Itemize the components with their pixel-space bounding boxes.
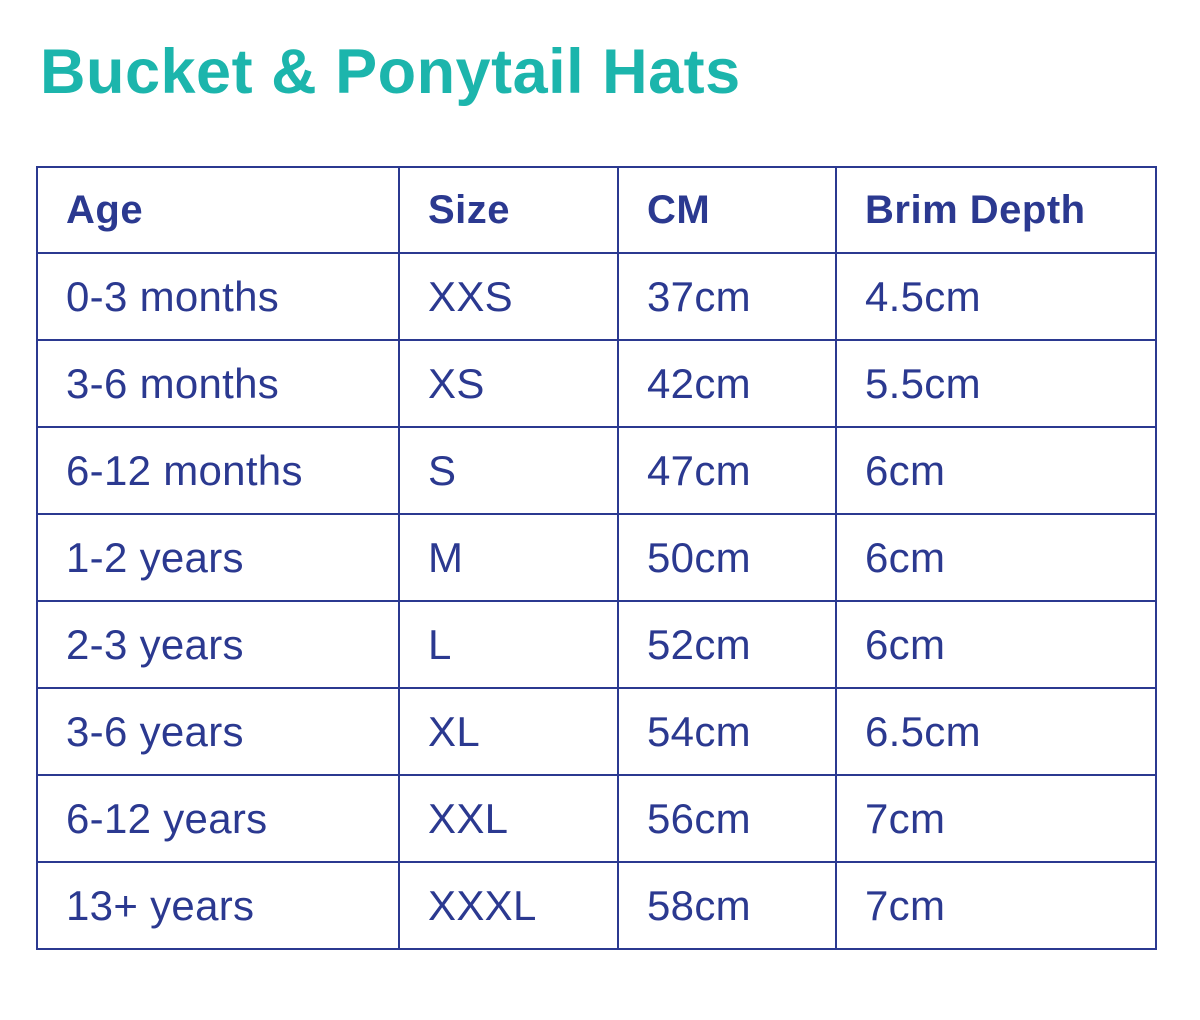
- table-header: Age Size CM Brim Depth: [36, 166, 1157, 255]
- cell-size: XXL: [398, 774, 619, 864]
- cell-size: XS: [398, 339, 619, 429]
- cell-cm: 58cm: [617, 861, 837, 951]
- table-row: 2-3 years L 52cm 6cm: [36, 600, 1157, 690]
- cell-size: XXXL: [398, 861, 619, 951]
- page-title: Bucket & Ponytail Hats: [40, 37, 741, 107]
- table-row: 3-6 months XS 42cm 5.5cm: [36, 339, 1157, 429]
- header-size: Size: [398, 166, 619, 255]
- cell-age: 3-6 months: [36, 339, 400, 429]
- cell-age: 6-12 years: [36, 774, 400, 864]
- header-age: Age: [36, 166, 400, 255]
- cell-brim-depth: 6cm: [835, 600, 1157, 690]
- cell-brim-depth: 6.5cm: [835, 687, 1157, 777]
- cell-size: S: [398, 426, 619, 516]
- header-row: Age Size CM Brim Depth: [36, 166, 1157, 255]
- cell-size: XXS: [398, 252, 619, 342]
- cell-brim-depth: 4.5cm: [835, 252, 1157, 342]
- cell-cm: 50cm: [617, 513, 837, 603]
- cell-age: 13+ years: [36, 861, 400, 951]
- table-row: 6-12 months S 47cm 6cm: [36, 426, 1157, 516]
- cell-age: 2-3 years: [36, 600, 400, 690]
- cell-brim-depth: 5.5cm: [835, 339, 1157, 429]
- cell-age: 1-2 years: [36, 513, 400, 603]
- cell-age: 6-12 months: [36, 426, 400, 516]
- cell-size: M: [398, 513, 619, 603]
- table-row: 0-3 months XXS 37cm 4.5cm: [36, 252, 1157, 342]
- cell-brim-depth: 7cm: [835, 774, 1157, 864]
- cell-size: XL: [398, 687, 619, 777]
- cell-brim-depth: 6cm: [835, 426, 1157, 516]
- size-chart-table: Age Size CM Brim Depth 0-3 months XXS 37…: [36, 166, 1157, 951]
- cell-age: 0-3 months: [36, 252, 400, 342]
- cell-cm: 42cm: [617, 339, 837, 429]
- table-body: 0-3 months XXS 37cm 4.5cm 3-6 months XS …: [36, 252, 1157, 951]
- cell-cm: 52cm: [617, 600, 837, 690]
- cell-brim-depth: 6cm: [835, 513, 1157, 603]
- cell-cm: 56cm: [617, 774, 837, 864]
- cell-cm: 37cm: [617, 252, 837, 342]
- header-brim-depth: Brim Depth: [835, 166, 1157, 255]
- cell-cm: 47cm: [617, 426, 837, 516]
- table-row: 13+ years XXXL 58cm 7cm: [36, 861, 1157, 951]
- cell-age: 3-6 years: [36, 687, 400, 777]
- cell-cm: 54cm: [617, 687, 837, 777]
- table-row: 6-12 years XXL 56cm 7cm: [36, 774, 1157, 864]
- cell-brim-depth: 7cm: [835, 861, 1157, 951]
- table-row: 3-6 years XL 54cm 6.5cm: [36, 687, 1157, 777]
- header-cm: CM: [617, 166, 837, 255]
- cell-size: L: [398, 600, 619, 690]
- table-row: 1-2 years M 50cm 6cm: [36, 513, 1157, 603]
